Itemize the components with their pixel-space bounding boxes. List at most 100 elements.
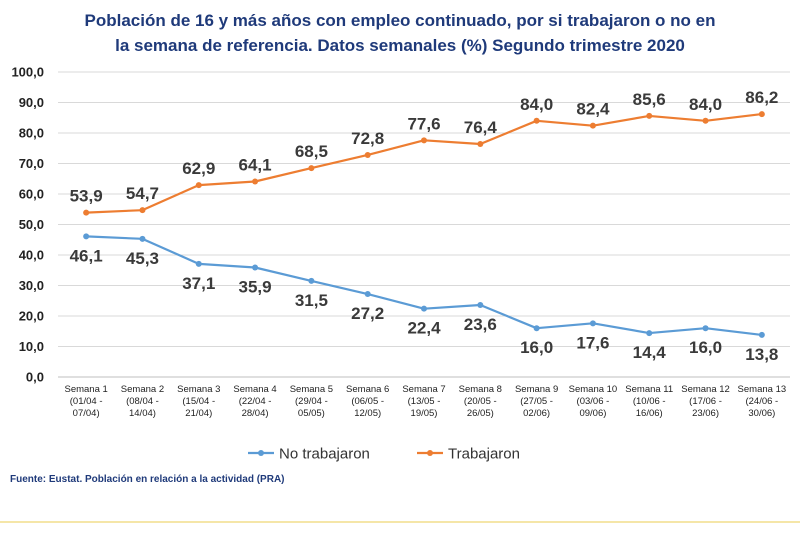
- x-tick-label-line: Semana 4: [233, 384, 276, 395]
- x-tick-label-line: 21/04): [185, 408, 212, 419]
- data-label: 31,5: [295, 291, 328, 310]
- x-tick-label-line: 12/05): [354, 408, 381, 419]
- legend: No trabajaron Trabajaron: [248, 446, 520, 463]
- data-point: [589, 122, 596, 129]
- legend-marker: [258, 450, 264, 456]
- x-axis: Semana 1 (01/04 -07/04) Semana 2 (08/04 -14…: [58, 376, 790, 419]
- x-tick-label: Semana 8 (20/05 -26/05): [459, 384, 502, 419]
- data-point: [139, 235, 146, 242]
- data-label: 17,6: [576, 333, 609, 352]
- data-point: [195, 260, 202, 267]
- data-label: 68,5: [295, 142, 328, 161]
- x-tick-label-line: Semana 8: [459, 384, 502, 395]
- x-tick-label-line: Semana 3: [177, 384, 220, 395]
- x-tick-label-line: 16/06): [636, 408, 663, 419]
- data-point: [364, 151, 371, 158]
- y-tick-label: 0,0: [26, 370, 44, 385]
- data-point: [83, 209, 90, 216]
- data-label: 64,1: [239, 155, 272, 174]
- x-tick-label-line: 28/04): [242, 408, 269, 419]
- data-point: [533, 117, 540, 124]
- x-tick-label: Semana 4 (22/04 -28/04): [233, 384, 276, 419]
- x-tick-label-line: (15/04 -: [182, 396, 215, 407]
- y-tick-label: 70,0: [19, 156, 44, 171]
- data-point: [646, 112, 653, 119]
- data-point: [421, 137, 427, 144]
- data-label: 76,4: [464, 118, 498, 137]
- x-tick-label-line: Semana 5: [290, 384, 333, 395]
- data-label: 84,0: [689, 95, 722, 114]
- data-label: 22,4: [407, 319, 441, 338]
- data-point: [589, 320, 596, 327]
- legend-label: No trabajaron: [279, 446, 370, 463]
- data-label: 14,4: [633, 343, 667, 362]
- x-tick-label-line: 05/05): [298, 408, 325, 419]
- x-tick-label-line: Semana 1: [64, 384, 107, 395]
- chart-title-line-2: la semana de referencia. Datos semanales…: [115, 36, 685, 55]
- x-tick-label: Semana 13 (24/06 -30/06): [738, 384, 787, 419]
- data-label: 16,0: [520, 338, 553, 357]
- legend-marker: [427, 450, 433, 456]
- x-tick-label-line: 02/06): [523, 408, 550, 419]
- y-tick-label: 30,0: [19, 278, 44, 293]
- x-tick-label-line: Semana 9: [515, 384, 558, 395]
- data-labels: 46,1 45,3 37,1 35,9 31,5 27,2 22,4 23,6 16,0 17,6…: [70, 88, 779, 364]
- y-tick-label: 10,0: [19, 339, 44, 354]
- x-tick-label-line: 09/06): [579, 408, 606, 419]
- x-tick-label-line: (24/06 -: [745, 396, 778, 407]
- data-point: [252, 264, 259, 271]
- data-label: 85,6: [633, 90, 666, 109]
- data-label: 86,2: [745, 88, 778, 107]
- data-label: 37,1: [182, 274, 215, 293]
- data-point: [195, 182, 202, 189]
- x-tick-label: Semana 1 (01/04 -07/04): [64, 384, 107, 419]
- y-axis: 0,0 10,0 20,0 30,0 40,0 50,0 60,0 70,0 80,0 90,0 1…: [11, 65, 44, 385]
- x-tick-label-line: Semana 11: [625, 384, 673, 395]
- data-label: 77,6: [407, 114, 440, 133]
- x-tick-label-line: 07/04): [73, 408, 100, 419]
- data-label: 23,6: [464, 315, 497, 334]
- data-label: 72,8: [351, 129, 384, 148]
- y-tick-label: 90,0: [19, 95, 44, 110]
- x-tick-label-line: 26/05): [467, 408, 494, 419]
- data-label: 45,3: [126, 249, 159, 268]
- data-label: 16,0: [689, 338, 722, 357]
- series-lines: [83, 111, 765, 338]
- x-tick-label-line: (29/04 -: [295, 396, 328, 407]
- x-tick-label: Semana 2 (08/04 -14/04): [121, 384, 164, 419]
- data-label: 53,9: [70, 187, 103, 206]
- data-point: [533, 325, 540, 332]
- x-tick-label-line: Semana 13: [738, 384, 787, 395]
- data-point: [758, 111, 765, 118]
- data-label: 82,4: [576, 100, 610, 119]
- x-tick-label-line: (06/05 -: [351, 396, 384, 407]
- x-tick-label: Semana 12 (17/06 -23/06): [681, 384, 730, 419]
- x-tick-label: Semana 9 (27/05 -02/06): [515, 384, 558, 419]
- x-tick-label: Semana 6 (06/05 -12/05): [346, 384, 389, 419]
- y-tick-label: 40,0: [19, 248, 44, 263]
- x-tick-label: Semana 10 (03/06 -09/06): [569, 384, 618, 419]
- x-tick-label: Semana 11 (10/06 -16/06): [625, 384, 673, 419]
- data-label: 54,7: [126, 184, 159, 203]
- data-label: 62,9: [182, 159, 215, 178]
- x-tick-label-line: Semana 7: [402, 384, 445, 395]
- data-point: [83, 233, 90, 240]
- x-tick-label-line: (13/05 -: [408, 396, 441, 407]
- x-tick-label-line: (17/06 -: [689, 396, 722, 407]
- x-tick-label-line: 14/04): [129, 408, 156, 419]
- x-tick-label-line: Semana 10: [569, 384, 618, 395]
- y-tick-label: 60,0: [19, 187, 44, 202]
- chart-title: Población de 16 y más años con empleo co…: [0, 8, 800, 58]
- x-tick-label-line: (22/04 -: [239, 396, 272, 407]
- x-tick-label-line: (03/06 -: [577, 396, 610, 407]
- data-label: 35,9: [239, 278, 272, 297]
- data-point: [646, 330, 653, 337]
- data-point: [702, 325, 709, 332]
- data-point: [308, 277, 315, 284]
- source-note: Fuente: Eustat. Población en relación a …: [10, 474, 285, 485]
- x-tick-label-line: (08/04 -: [126, 396, 159, 407]
- bottom-divider: [0, 521, 800, 523]
- data-label: 84,0: [520, 95, 553, 114]
- data-point: [421, 305, 427, 312]
- x-tick-label-line: 19/05): [411, 408, 438, 419]
